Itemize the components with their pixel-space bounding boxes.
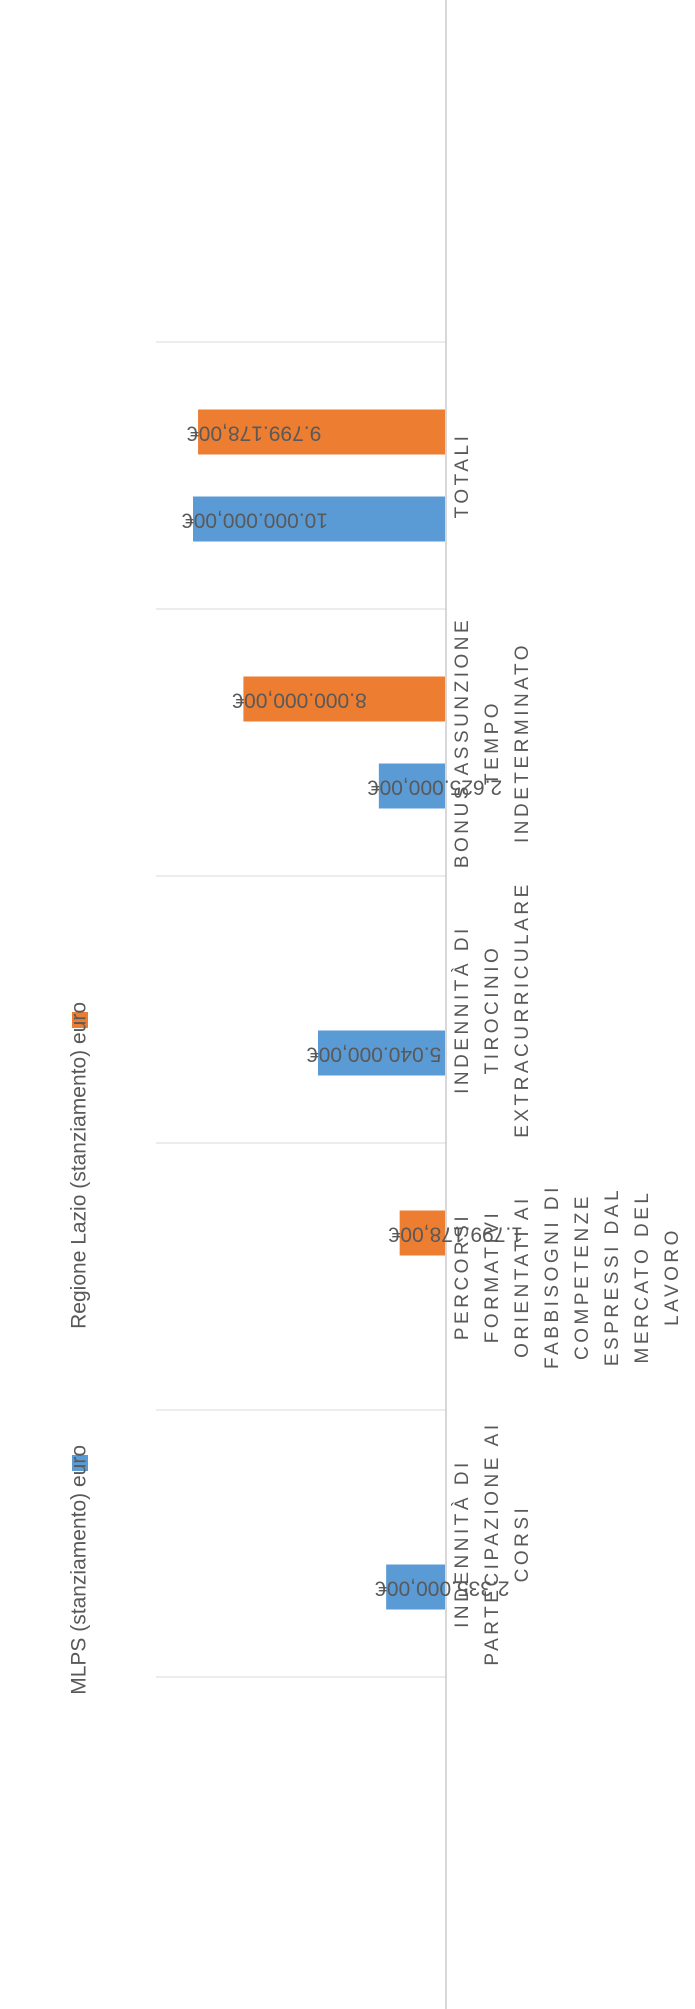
category-label: INDETERMINATO xyxy=(512,642,533,843)
bar-mlps-4 xyxy=(193,496,445,542)
bar-regione-lazio-1 xyxy=(399,1210,445,1256)
bar-mlps-3 xyxy=(378,763,445,809)
category-label: TIROCINIO xyxy=(482,945,503,1075)
bar-regione-lazio-4 xyxy=(198,409,445,455)
category-label: COMPETENZE xyxy=(572,1193,593,1360)
data-label: 2.625.000,00€ xyxy=(368,775,503,798)
chart-area: 2.335.000,00€ 5.040.000,00€ 2.625.000,00€ 1… xyxy=(68,0,683,2009)
data-label: 5.040.000,00€ xyxy=(307,1042,442,1065)
category-label: TEMPO xyxy=(482,700,503,785)
category-label: INDENNITÀ DI xyxy=(452,1459,473,1628)
data-label: 10.000.000,00€ xyxy=(182,508,328,531)
bar-mlps-0 xyxy=(386,1564,445,1610)
data-label: 8.000.000,00€ xyxy=(232,688,367,711)
bar-regione-lazio-3 xyxy=(243,676,445,722)
category-label: LAVORO xyxy=(662,1227,683,1326)
legend-label: MLPS (stanziamento) euro xyxy=(68,1445,91,1695)
legend-swatch-0 xyxy=(72,1455,88,1471)
category-label: INDENNITÀ DI xyxy=(452,925,473,1094)
category-label: EXTRACURRICULARE xyxy=(512,881,533,1138)
data-label: 9.799.178,00€ xyxy=(187,421,322,444)
legend-label: Regione Lazio (stanziamento) euro xyxy=(68,1002,91,1329)
category-label: PARTECIPAZIONE AI xyxy=(482,1421,503,1665)
data-label: 1.799.178,00€ xyxy=(388,1222,523,1245)
bar-mlps-2 xyxy=(317,1030,445,1076)
legend-swatch-1 xyxy=(72,1012,88,1028)
category-label: MERCATO DEL xyxy=(632,1190,653,1364)
category-label: ESPRESSI DAL xyxy=(602,1187,623,1366)
category-label: TOTALI xyxy=(452,433,473,519)
category-label: ORIENTATI AI xyxy=(512,1195,533,1358)
data-label: 2.335.000,00€ xyxy=(375,1576,510,1599)
category-label: BONUS ASSUNZIONE xyxy=(452,617,473,868)
category-label: PERCORSI xyxy=(452,1213,473,1340)
category-label: CORSI xyxy=(512,1505,533,1583)
category-label: FABBISOGNI DI xyxy=(542,1184,563,1369)
category-label: FORMATIVI xyxy=(482,1210,503,1344)
